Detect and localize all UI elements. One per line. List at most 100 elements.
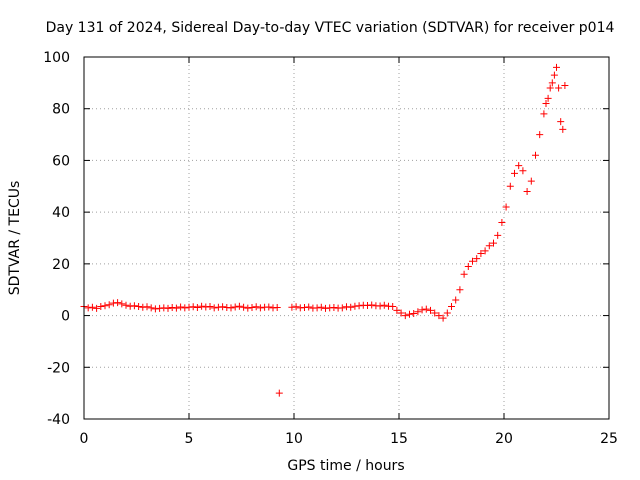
data-point bbox=[164, 304, 172, 312]
data-point bbox=[248, 304, 256, 312]
data-point bbox=[559, 125, 567, 133]
data-point bbox=[443, 309, 451, 317]
data-point bbox=[97, 303, 105, 311]
data-point bbox=[401, 312, 409, 320]
data-point bbox=[485, 242, 493, 250]
y-tick-label: -40 bbox=[47, 412, 70, 428]
data-point bbox=[473, 255, 481, 263]
chart-title: Day 131 of 2024, Sidereal Day-to-day VTE… bbox=[46, 20, 615, 36]
data-point bbox=[481, 247, 489, 255]
data-point bbox=[469, 257, 476, 265]
x-tick-label: 0 bbox=[80, 431, 89, 447]
data-point bbox=[460, 270, 468, 278]
data-point bbox=[256, 304, 264, 312]
data-point bbox=[235, 302, 243, 310]
axis-ticks bbox=[83, 56, 610, 420]
x-tick-labels: 0 5 10 15 20 25 bbox=[80, 431, 618, 447]
y-tick-label: 0 bbox=[61, 309, 70, 325]
data-point bbox=[397, 309, 405, 317]
data-point bbox=[160, 304, 168, 312]
data-point bbox=[536, 131, 544, 139]
x-tick-label: 20 bbox=[495, 431, 513, 447]
data-point bbox=[330, 304, 338, 312]
data-points bbox=[80, 63, 569, 397]
data-point bbox=[88, 303, 96, 311]
data-point bbox=[84, 304, 92, 312]
data-point bbox=[546, 84, 554, 92]
y-tick-label: 80 bbox=[52, 102, 70, 118]
y-tick-label: -20 bbox=[47, 360, 70, 376]
data-point bbox=[143, 303, 151, 311]
data-point bbox=[448, 303, 455, 311]
data-point bbox=[219, 303, 227, 311]
data-point bbox=[422, 305, 430, 313]
data-point bbox=[498, 218, 506, 226]
data-point bbox=[490, 239, 497, 247]
data-point bbox=[93, 304, 101, 312]
data-point bbox=[244, 304, 252, 312]
data-point bbox=[477, 250, 485, 258]
data-point bbox=[557, 118, 565, 126]
data-point bbox=[439, 314, 447, 322]
data-point bbox=[515, 162, 523, 170]
data-point bbox=[561, 81, 569, 89]
data-point bbox=[193, 304, 201, 312]
data-point bbox=[431, 309, 439, 317]
data-point bbox=[456, 286, 464, 294]
data-point bbox=[177, 303, 185, 311]
data-point bbox=[347, 303, 355, 311]
data-point bbox=[418, 306, 426, 314]
data-point bbox=[313, 304, 321, 312]
data-point bbox=[172, 304, 180, 312]
data-point bbox=[202, 303, 210, 311]
data-point bbox=[322, 304, 329, 312]
y-tick-label: 20 bbox=[52, 257, 70, 273]
data-point bbox=[252, 303, 260, 311]
data-point bbox=[351, 302, 359, 310]
data-point bbox=[130, 302, 138, 310]
data-point bbox=[122, 301, 130, 309]
data-point bbox=[544, 94, 552, 102]
data-point bbox=[410, 310, 418, 318]
data-point bbox=[109, 299, 117, 307]
data-point bbox=[553, 63, 560, 71]
plot-frame bbox=[83, 56, 610, 420]
data-point bbox=[519, 167, 527, 175]
x-axis-label: GPS time / hours bbox=[287, 458, 404, 474]
y-tick-label: 40 bbox=[52, 205, 70, 221]
data-point bbox=[435, 312, 443, 320]
data-point bbox=[338, 304, 346, 312]
data-point bbox=[550, 71, 558, 79]
data-point bbox=[114, 299, 122, 307]
data-point bbox=[355, 302, 363, 310]
data-point bbox=[542, 100, 550, 108]
data-point bbox=[147, 304, 155, 312]
data-point bbox=[206, 303, 214, 311]
data-point bbox=[227, 304, 235, 312]
data-point bbox=[288, 303, 296, 311]
data-point bbox=[168, 304, 176, 312]
data-point bbox=[105, 301, 113, 309]
data-point bbox=[151, 305, 159, 313]
y-tick-labels: -40 -20 0 20 40 60 80 100 bbox=[43, 50, 70, 428]
data-point bbox=[427, 306, 434, 314]
x-tick-label: 25 bbox=[600, 431, 618, 447]
data-point bbox=[364, 301, 371, 309]
data-point bbox=[380, 301, 388, 309]
data-point bbox=[135, 303, 143, 311]
x-tick-label: 10 bbox=[285, 431, 303, 447]
data-point bbox=[406, 310, 413, 318]
grid-lines bbox=[84, 57, 609, 419]
data-point bbox=[548, 79, 556, 87]
data-point bbox=[523, 187, 531, 195]
data-point bbox=[527, 177, 535, 185]
x-tick-label: 15 bbox=[390, 431, 408, 447]
data-point bbox=[368, 301, 376, 309]
y-tick-label: 60 bbox=[52, 153, 70, 169]
data-point bbox=[198, 302, 206, 310]
data-point bbox=[210, 304, 218, 312]
data-point bbox=[118, 300, 126, 308]
data-point bbox=[292, 303, 300, 311]
data-point bbox=[393, 306, 401, 314]
